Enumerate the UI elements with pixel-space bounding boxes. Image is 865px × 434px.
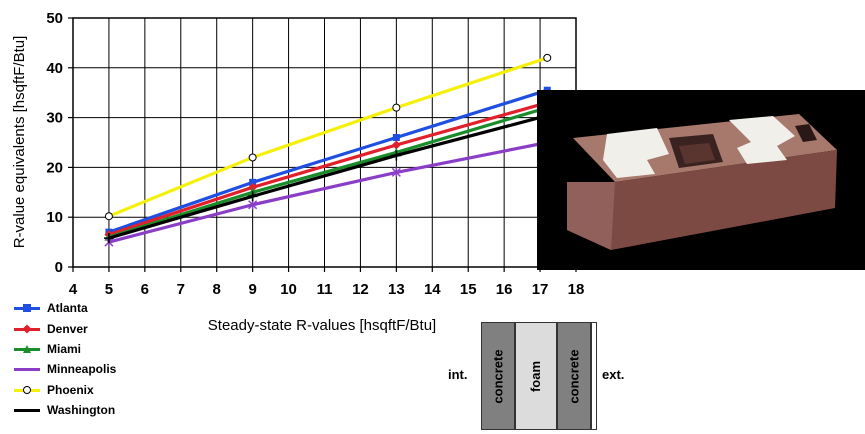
legend-label: Miami xyxy=(47,341,82,356)
foam-layer: foam xyxy=(515,322,557,430)
data-point xyxy=(543,53,552,62)
x-tick-label: 11 xyxy=(317,281,333,298)
data-point xyxy=(247,191,258,202)
legend-item-miami: Miami xyxy=(12,339,116,359)
series-line xyxy=(108,88,548,234)
y-tick-label: 50 xyxy=(46,10,63,27)
y-tick-label: 20 xyxy=(46,159,63,176)
legend-swatch xyxy=(12,302,42,314)
data-point xyxy=(249,178,257,186)
y-tick-label: 30 xyxy=(46,110,63,127)
series-line xyxy=(108,114,548,240)
wall-edge xyxy=(591,322,597,430)
series-lines xyxy=(103,53,553,248)
x-tick-label: 9 xyxy=(248,281,256,298)
legend-swatch xyxy=(12,404,42,416)
concrete-layer-interior: concrete xyxy=(481,322,515,430)
legend-swatch xyxy=(12,343,42,355)
x-tick-label: 12 xyxy=(352,281,369,298)
x-tick-label: 7 xyxy=(177,281,185,298)
x-tick-label: 10 xyxy=(280,281,297,298)
series-phoenix xyxy=(104,53,552,221)
legend-label: Atlanta xyxy=(47,301,88,316)
series-line xyxy=(108,106,548,239)
data-point xyxy=(392,103,401,112)
x-tick-label: 14 xyxy=(424,281,441,298)
legend-label: Minneapolis xyxy=(47,362,117,377)
legend-item-washington: Washington xyxy=(12,400,116,420)
concrete-block-image xyxy=(537,90,865,270)
data-point xyxy=(391,140,401,150)
data-point xyxy=(391,167,401,178)
data-point xyxy=(104,212,113,221)
x-axis-title: Steady-state R-values [hsqftF/Btu] xyxy=(208,317,436,334)
axes xyxy=(68,17,577,272)
series-line xyxy=(108,140,548,244)
data-point xyxy=(392,134,400,142)
x-tick-label: 4 xyxy=(69,281,78,298)
data-point xyxy=(391,150,402,161)
y-axis-title: R-value equivalents [hsqftF/Btu] xyxy=(11,36,28,249)
legend-item-atlanta: Atlanta xyxy=(12,298,116,318)
legend-label: Denver xyxy=(47,321,88,336)
series-line xyxy=(108,56,548,218)
data-point xyxy=(103,233,114,244)
y-tick-label: 0 xyxy=(55,259,63,276)
legend-item-denver: Denver xyxy=(12,318,116,338)
tick-labels: 4 5 6 7 8 9 10 11 12 13 14 15 16 17 18 0 10 20 30 40 50 xyxy=(46,10,584,298)
data-point xyxy=(248,182,258,192)
y-tick-label: 40 xyxy=(46,60,63,77)
legend-swatch xyxy=(12,363,42,375)
exterior-label: ext. xyxy=(602,367,625,382)
legend-label: Washington xyxy=(47,403,116,418)
data-point xyxy=(248,153,257,162)
x-tick-label: 17 xyxy=(532,281,549,298)
legend-item-phoenix: Phoenix xyxy=(12,380,116,400)
legend-swatch xyxy=(12,384,42,396)
data-point xyxy=(248,199,258,210)
x-tick-label: 8 xyxy=(213,281,221,298)
legend-item-minneapolis: Minneapolis xyxy=(12,359,116,379)
x-tick-label: 16 xyxy=(496,281,513,298)
legend-label: Phoenix xyxy=(47,382,94,397)
wall-section-diagram: int. concrete foam concrete ext. xyxy=(440,320,660,432)
x-tick-label: 15 xyxy=(460,281,477,298)
series-line xyxy=(108,101,548,237)
insulated-block-photo xyxy=(537,90,865,270)
x-tick-label: 5 xyxy=(105,281,113,298)
x-tick-label: 6 xyxy=(141,281,149,298)
y-tick-label: 10 xyxy=(46,209,63,226)
chart-legend: Atlanta Denver Miami Minneapolis Phoenix Wash… xyxy=(12,298,116,420)
interior-label: int. xyxy=(448,367,468,382)
x-tick-label: 13 xyxy=(388,281,405,298)
concrete-layer-exterior: concrete xyxy=(557,322,591,430)
x-tick-label: 18 xyxy=(568,281,585,298)
legend-swatch xyxy=(12,323,42,335)
